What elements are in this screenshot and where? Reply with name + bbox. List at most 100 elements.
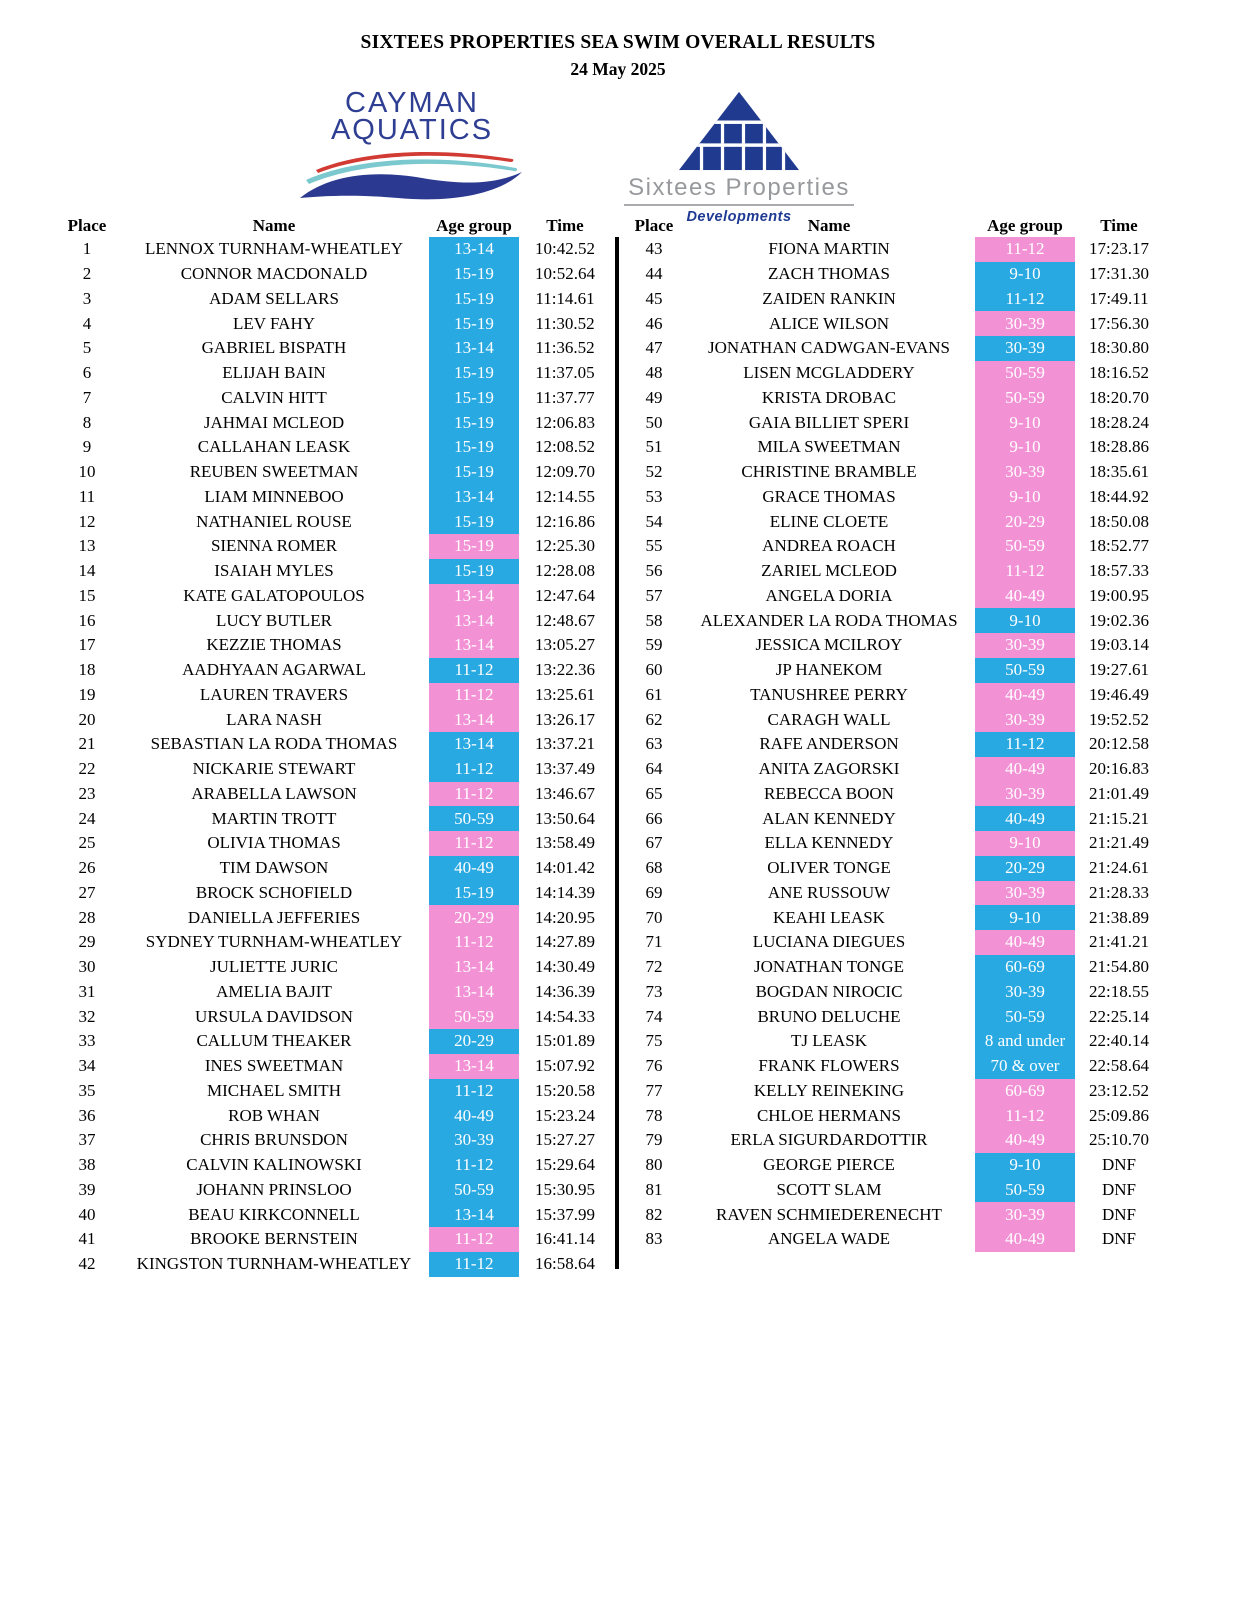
age-group-cell: 60-69 xyxy=(975,954,1075,980)
name-cell: CARAGH WALL xyxy=(767,709,891,729)
table-row: 34 INES SWEETMAN 13-14 15:07.92 xyxy=(55,1053,611,1079)
time-cell: 11:14.61 xyxy=(535,288,595,308)
age-group-cell: 50-59 xyxy=(429,1177,519,1203)
age-group-cell: 40-49 xyxy=(975,756,1075,782)
table-row: 44 ZACH THOMAS 9-10 17:31.30 xyxy=(625,261,1163,287)
table-row: 60 JP HANEKOM 50-59 19:27.61 xyxy=(625,657,1163,683)
name-cell: RAFE ANDERSON xyxy=(759,734,899,754)
table-row: 39 JOHANN PRINSLOO 50-59 15:30.95 xyxy=(55,1177,611,1203)
place-cell: 63 xyxy=(645,734,663,754)
name-cell: ALAN KENNEDY xyxy=(762,808,896,828)
place-cell: 79 xyxy=(645,1130,663,1150)
table-row: 11 LIAM MINNEBOO 13-14 12:14.55 xyxy=(55,484,611,510)
table-row: 14 ISAIAH MYLES 15-19 12:28.08 xyxy=(55,558,611,584)
age-group-cell: 50-59 xyxy=(975,657,1075,683)
age-group-cell: 15-19 xyxy=(429,558,519,584)
place-cell: 48 xyxy=(645,363,663,383)
place-cell: 22 xyxy=(78,759,96,779)
time-cell: 21:24.61 xyxy=(1089,858,1149,878)
time-cell: 14:30.49 xyxy=(535,957,595,977)
table-row: 16 LUCY BUTLER 13-14 12:48.67 xyxy=(55,608,611,633)
age-group-cell: 30-39 xyxy=(975,336,1075,361)
table-row: 35 MICHAEL SMITH 11-12 15:20.58 xyxy=(55,1078,611,1104)
time-cell: 22:18.55 xyxy=(1089,981,1149,1001)
place-cell: 10 xyxy=(78,462,96,482)
time-cell: 16:41.14 xyxy=(535,1229,595,1249)
place-cell: 16 xyxy=(78,610,96,630)
age-group-cell: 50-59 xyxy=(975,360,1075,386)
time-cell: 13:26.17 xyxy=(535,709,595,729)
col-header-time: Time xyxy=(1100,215,1138,235)
table-row: 8 JAHMAI MCLEOD 15-19 12:06.83 xyxy=(55,410,611,435)
place-cell: 41 xyxy=(78,1229,96,1249)
place-cell: 12 xyxy=(78,511,96,531)
age-group-cell: 30-39 xyxy=(975,880,1075,906)
age-group-cell: 15-19 xyxy=(429,880,519,906)
age-group-cell: 50-59 xyxy=(429,806,519,831)
name-cell: AMELIA BAJIT xyxy=(216,981,332,1001)
name-cell: URSULA DAVIDSON xyxy=(195,1006,353,1026)
table-row: 65 REBECCA BOON 30-39 21:01.49 xyxy=(625,781,1163,807)
time-cell: 12:48.67 xyxy=(535,610,595,630)
age-group-cell: 11-12 xyxy=(975,558,1075,584)
name-cell: NICKARIE STEWART xyxy=(192,759,356,779)
time-cell: 21:21.49 xyxy=(1089,833,1149,853)
time-cell: 21:15.21 xyxy=(1089,808,1149,828)
name-cell: JONATHAN CADWGAN-EVANS xyxy=(708,338,950,358)
header-row: Place Name Age group Time xyxy=(625,214,1163,237)
name-cell: CHLOE HERMANS xyxy=(756,1105,902,1125)
time-cell: 19:02.36 xyxy=(1089,610,1149,630)
time-cell: 17:31.30 xyxy=(1089,264,1149,284)
table-row: 15 KATE GALATOPOULOS 13-14 12:47.64 xyxy=(55,583,611,609)
age-group-cell: 50-59 xyxy=(975,1177,1075,1203)
time-cell: 15:23.24 xyxy=(535,1105,595,1125)
name-cell: ANGELA WADE xyxy=(768,1229,890,1249)
time-cell: 21:38.89 xyxy=(1089,907,1149,927)
age-group-cell: 9-10 xyxy=(975,261,1075,287)
age-group-cell: 30-39 xyxy=(975,707,1075,732)
table-row: 48 LISEN MCGLADDERY 50-59 18:16.52 xyxy=(625,360,1163,386)
time-cell: 14:36.39 xyxy=(535,981,595,1001)
age-group-cell: 9-10 xyxy=(975,1152,1075,1178)
col-header-time: Time xyxy=(546,215,584,235)
place-cell: 80 xyxy=(645,1155,663,1175)
table-row: 72 JONATHAN TONGE 60-69 21:54.80 xyxy=(625,954,1163,980)
age-group-cell: 30-39 xyxy=(975,311,1075,336)
place-cell: 77 xyxy=(645,1080,663,1100)
table-row: 10 REUBEN SWEETMAN 15-19 12:09.70 xyxy=(55,459,611,485)
name-cell: ANE RUSSOUW xyxy=(767,882,891,902)
place-cell: 26 xyxy=(78,858,96,878)
place-cell: 46 xyxy=(645,313,663,333)
age-group-cell: 11-12 xyxy=(429,1152,519,1178)
results-body-right: 43 FIONA MARTIN 11-12 17:23.17 44 ZACH T… xyxy=(625,237,1163,1252)
table-row: 80 GEORGE PIERCE 9-10 DNF xyxy=(625,1152,1163,1178)
time-cell: 16:58.64 xyxy=(535,1254,595,1274)
table-row: 54 ELINE CLOETE 20-29 18:50.08 xyxy=(625,509,1163,534)
time-cell: 12:14.55 xyxy=(535,486,595,506)
time-cell: 17:23.17 xyxy=(1089,239,1149,259)
time-cell: 13:05.27 xyxy=(535,635,595,655)
table-row: 27 BROCK SCHOFIELD 15-19 14:14.39 xyxy=(55,880,611,906)
name-cell: ELINE CLOETE xyxy=(769,511,889,531)
age-group-cell: 11-12 xyxy=(975,732,1075,757)
place-cell: 6 xyxy=(82,363,92,383)
table-row: 62 CARAGH WALL 30-39 19:52.52 xyxy=(625,707,1163,732)
time-cell: DNF xyxy=(1101,1155,1136,1175)
age-group-cell: 9-10 xyxy=(975,905,1075,930)
place-cell: 2 xyxy=(82,264,92,284)
time-cell: 13:50.64 xyxy=(535,808,595,828)
name-cell: KATE GALATOPOULOS xyxy=(183,585,365,605)
name-cell: FIONA MARTIN xyxy=(768,239,890,259)
age-group-cell: 11-12 xyxy=(429,657,519,683)
place-cell: 74 xyxy=(645,1006,663,1026)
time-cell: 25:09.86 xyxy=(1089,1105,1149,1125)
place-cell: 27 xyxy=(78,882,96,902)
name-cell: CALLUM THEAKER xyxy=(196,1031,352,1051)
col-header-age-group: Age group xyxy=(987,215,1063,235)
age-group-cell: 9-10 xyxy=(975,410,1075,435)
time-cell: 12:08.52 xyxy=(535,437,595,457)
table-row: 32 URSULA DAVIDSON 50-59 14:54.33 xyxy=(55,1004,611,1029)
place-cell: 65 xyxy=(645,783,663,803)
name-cell: KRISTA DROBAC xyxy=(761,387,897,407)
table-row: 43 FIONA MARTIN 11-12 17:23.17 xyxy=(625,237,1163,262)
